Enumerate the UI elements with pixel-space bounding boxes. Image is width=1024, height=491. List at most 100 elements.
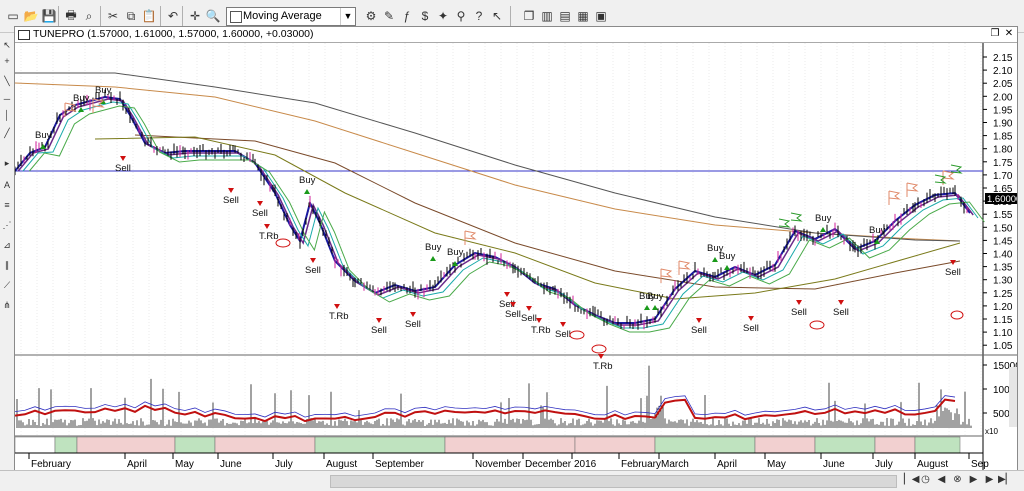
- chart-window: TUNEPRO (1.57000, 1.61000, 1.57000, 1.60…: [14, 26, 1018, 473]
- print-preview-icon[interactable]: ⌕: [85, 8, 93, 23]
- chart-window-icon: [18, 30, 30, 40]
- regime-band: [76, 436, 176, 454]
- scroll-start-icon[interactable]: ▏◀: [904, 474, 920, 485]
- signal-label: Sell: [371, 325, 387, 336]
- close-window-button[interactable]: ✕: [1004, 28, 1014, 39]
- function-icon[interactable]: ƒ: [403, 9, 411, 23]
- current-price-box: [985, 193, 1017, 204]
- undo-icon[interactable]: ↶: [167, 9, 179, 23]
- volume-scrollbar[interactable]: [1009, 367, 1017, 427]
- month-label: May: [175, 459, 194, 470]
- copy-icon[interactable]: ⧉: [126, 8, 136, 23]
- dollar-icon[interactable]: $: [421, 9, 429, 23]
- ray-icon[interactable]: ╱: [4, 128, 10, 138]
- cut-icon[interactable]: ✂: [107, 9, 119, 23]
- channel-icon[interactable]: ▸: [4, 158, 10, 168]
- speed-lines-icon[interactable]: ⟋: [3, 280, 11, 290]
- binoculars-icon[interactable]: ⚲: [456, 9, 466, 23]
- tile-vertical-icon[interactable]: ▥: [541, 9, 553, 23]
- scroll-end-icon[interactable]: ▶▏: [998, 474, 1014, 485]
- sell-arrow: [796, 300, 802, 305]
- paste-icon[interactable]: 📋: [141, 9, 157, 23]
- flag-icon: [906, 182, 919, 192]
- fib-fan-icon[interactable]: ⋰: [2, 220, 12, 230]
- chart-background: [15, 43, 983, 472]
- indicator-select[interactable]: Moving Average ▼: [226, 7, 356, 26]
- andrews-pitchfork-icon[interactable]: ⋔: [3, 300, 11, 310]
- buy-arrow: [40, 144, 46, 149]
- buy-arrow: [874, 239, 880, 244]
- flag-icon: [790, 212, 803, 222]
- tile-horizontal-icon[interactable]: ▤: [559, 9, 571, 23]
- play-icon[interactable]: ▶: [985, 474, 994, 485]
- vertical-line-icon[interactable]: │: [4, 110, 10, 120]
- signal-label: Buy: [869, 225, 886, 236]
- month-label: June: [823, 459, 845, 470]
- fibonacci-icon[interactable]: ≡: [4, 200, 10, 210]
- volume-label: 5000: [993, 409, 1016, 420]
- grid-layout-icon[interactable]: ▦: [577, 9, 589, 23]
- cascade-windows-icon[interactable]: ❐: [523, 9, 535, 23]
- arrow-cursor-icon[interactable]: ↖: [491, 9, 503, 23]
- long-moving-average-3: [134, 134, 961, 290]
- crosshair-tool-icon[interactable]: +: [4, 56, 10, 66]
- buy-arrow: [304, 189, 310, 194]
- flag-icon: [64, 102, 77, 112]
- text-tool-icon[interactable]: A: [3, 180, 10, 190]
- scan-icon[interactable]: ✦: [437, 9, 449, 23]
- sell-arrow: [748, 316, 754, 321]
- month-label: Sep: [971, 459, 989, 470]
- signal-label: Buy: [425, 242, 442, 253]
- price-label: 1.75: [993, 158, 1013, 169]
- buy-arrow: [652, 305, 658, 310]
- month-label: September: [375, 459, 425, 470]
- arrange-icons-icon[interactable]: ▣: [595, 9, 607, 23]
- zoom-icon[interactable]: 🔍: [205, 9, 221, 23]
- cycle-lines-icon[interactable]: ∥: [4, 260, 10, 270]
- long-moving-average-2: [15, 72, 961, 242]
- open-folder-icon[interactable]: 📂: [23, 9, 39, 23]
- price-label: 1.05: [993, 341, 1013, 352]
- edit-indicator-icon[interactable]: ✎: [383, 9, 395, 23]
- signal-label: Sell: [115, 163, 131, 174]
- sell-arrow: [376, 318, 382, 323]
- restore-window-button[interactable]: ❐: [990, 28, 1000, 39]
- horizontal-line-icon[interactable]: ─: [3, 94, 11, 104]
- price-label: 1.85: [993, 132, 1013, 143]
- new-file-icon[interactable]: ▭: [7, 9, 19, 23]
- scroll-right-icon[interactable]: ▶: [969, 474, 978, 485]
- signal-label: Sell: [499, 299, 515, 310]
- flag-icon: [778, 218, 791, 228]
- trendline-icon[interactable]: ╲: [4, 76, 10, 86]
- signal-label: Buy: [35, 130, 52, 141]
- help-icon[interactable]: ?: [475, 9, 483, 23]
- scroll-left-icon[interactable]: ◀: [937, 474, 946, 485]
- month-label: April: [127, 459, 147, 470]
- signal-label: Buy: [299, 175, 316, 186]
- pointer-icon[interactable]: ↖: [3, 40, 11, 50]
- indicator-settings-icon[interactable]: ⚙: [365, 9, 377, 23]
- long-moving-average-4: [94, 136, 961, 300]
- month-label: December: [525, 459, 572, 470]
- horizontal-scrollbar[interactable]: [330, 475, 897, 488]
- price-label: 1.95: [993, 105, 1013, 116]
- month-label: August: [326, 459, 357, 470]
- gann-icon[interactable]: ⊿: [3, 240, 11, 250]
- print-icon[interactable]: 🖶: [65, 7, 77, 22]
- indicator-select-value: Moving Average: [243, 10, 322, 22]
- month-label: July: [275, 459, 293, 470]
- chart-canvas[interactable]: 2.15 2.10 2.05 2.00 1.95 1.90 1.85 1.80 1.75 1.70…: [15, 43, 1017, 472]
- stop-icon[interactable]: ⊗: [953, 474, 962, 485]
- volume-label: 10000: [993, 385, 1017, 396]
- flag-icon: [950, 164, 963, 174]
- chevron-down-icon[interactable]: ▼: [340, 8, 355, 25]
- clock-icon[interactable]: ◷: [921, 474, 930, 485]
- signal-label: T.Rb: [329, 311, 349, 322]
- crosshair-icon[interactable]: ✛: [189, 9, 201, 23]
- signal-label: Sell: [505, 309, 521, 320]
- regime-band: [15, 436, 56, 454]
- sell-arrow: [310, 258, 316, 263]
- flag-icon: [660, 268, 673, 278]
- save-icon[interactable]: 💾: [41, 9, 57, 23]
- month-label: June: [220, 459, 242, 470]
